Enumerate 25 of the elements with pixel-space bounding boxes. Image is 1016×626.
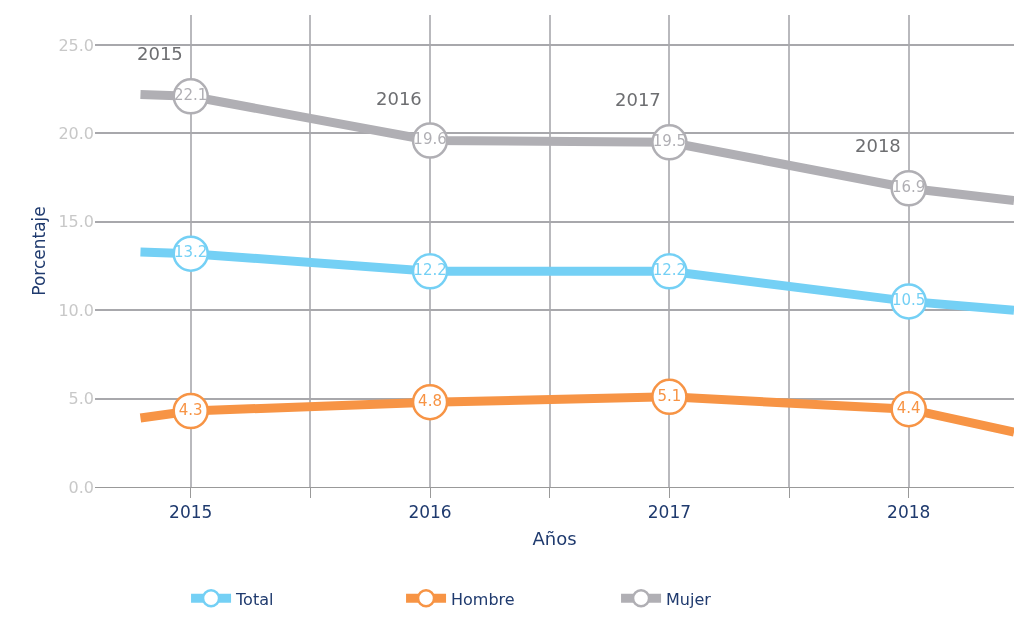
data-label: 5.1	[657, 386, 682, 405]
data-label: 13.2	[174, 243, 208, 262]
x-tick-label: 2016	[408, 502, 452, 523]
data-label: 19.5	[652, 132, 687, 151]
x-tick-label: 2017	[647, 502, 692, 523]
y-axis-title: Porcentaje	[28, 206, 49, 296]
data-label: 4.8	[418, 391, 442, 410]
data-label: 4.3	[178, 400, 203, 419]
x-tick-label: 2015	[169, 502, 213, 523]
legend-label: Total	[235, 589, 274, 609]
x-tick-label: 2018	[887, 502, 931, 523]
data-label: 16.9	[892, 177, 926, 196]
data-label: 12.2	[652, 261, 687, 280]
legend-label: Mujer	[666, 589, 712, 609]
data-label: 19.6	[413, 130, 447, 149]
data-label: 10.5	[892, 291, 926, 310]
annotation: 2018	[855, 135, 901, 156]
annotation: 2015	[137, 43, 183, 64]
data-label: 4.4	[896, 398, 921, 417]
data-label: 12.2	[413, 261, 447, 280]
annotation: 2016	[376, 88, 422, 109]
data-label: 22.1	[174, 86, 208, 105]
annotation: 2017	[615, 89, 661, 110]
x-axis-title: Años	[532, 527, 577, 549]
legend-label: Hombre	[451, 589, 515, 609]
